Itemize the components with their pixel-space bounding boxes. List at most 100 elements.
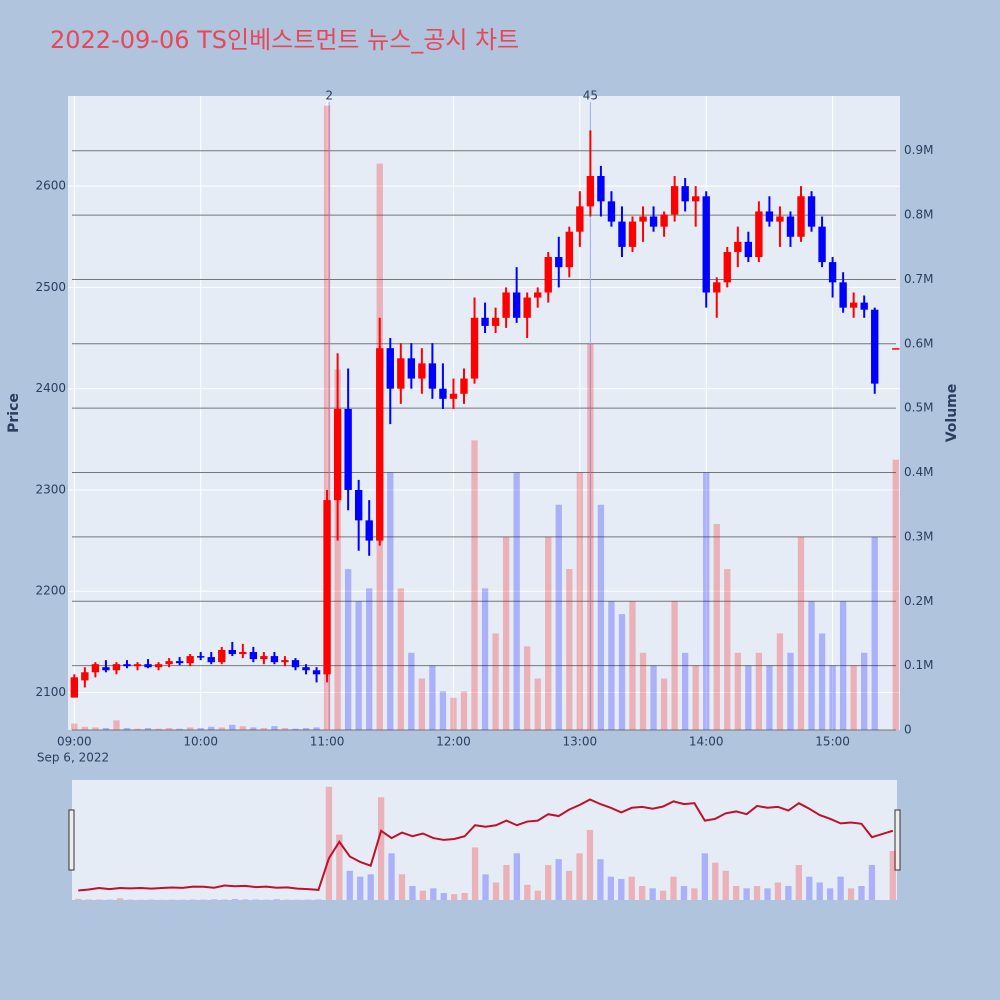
volume-bar <box>639 652 647 730</box>
y2-tick-label: 0.8M <box>904 208 933 222</box>
candle-body <box>323 500 331 675</box>
volume-bar <box>229 724 236 730</box>
y-tick-label: 2400 <box>35 381 66 395</box>
range-handle-left[interactable] <box>68 809 75 871</box>
candle-body <box>860 302 868 310</box>
candle-body <box>91 664 100 673</box>
candle-body <box>333 408 342 501</box>
slider-volume-bar <box>576 853 583 900</box>
annotation-label: 45 <box>583 89 598 103</box>
slider-volume-bar <box>722 870 729 900</box>
volume-bar <box>892 459 899 730</box>
y2-tick-label: 0.7M <box>904 272 933 286</box>
x-date-label: Sep 6, 2022 <box>37 751 109 765</box>
y-tick-label: 2500 <box>35 280 66 294</box>
candle-body <box>618 221 626 247</box>
range-handle-right[interactable] <box>894 809 901 871</box>
chart-title: 2022-09-06 TS인베스트먼트 뉴스_공시 차트 <box>50 26 519 54</box>
slider-volume-bar <box>555 859 562 900</box>
slider-volume-bar <box>712 862 719 900</box>
candle-body <box>239 652 247 655</box>
slider-volume-bar <box>503 864 510 900</box>
slider-volume-bar <box>858 885 865 900</box>
volume-bar <box>292 728 299 730</box>
y2-tick-label: 0 <box>904 723 912 737</box>
candle-body <box>102 667 110 671</box>
candle-body <box>839 282 847 308</box>
volume-bar <box>587 343 594 730</box>
candle-body <box>449 393 458 399</box>
slider-volume-bar <box>388 853 395 900</box>
slider-volume-bar <box>827 888 834 900</box>
slider-volume-bar <box>774 882 782 900</box>
candle-body <box>734 241 742 252</box>
volume-bar <box>144 728 152 730</box>
slider-volume-bar <box>837 876 844 900</box>
candle-body <box>765 211 774 222</box>
volume-bar <box>344 569 352 730</box>
volume-bar <box>165 728 173 730</box>
slider-volume-bar <box>670 876 677 900</box>
slider-volume-bar <box>210 899 218 900</box>
candle-body <box>692 196 700 202</box>
slider-volume-bar <box>628 876 635 900</box>
slider-volume-bar <box>461 892 468 900</box>
volume-bar <box>334 369 341 730</box>
volume-bar <box>481 588 489 730</box>
range-slider[interactable] <box>72 780 897 900</box>
volume-bar <box>439 691 447 730</box>
volume-bar <box>71 723 78 730</box>
volume-bar <box>513 472 520 730</box>
candle-body <box>807 196 816 227</box>
slider-volume-bar <box>273 899 280 900</box>
slider-volume-bar <box>471 847 479 900</box>
candle-body <box>818 226 826 263</box>
volume-bar <box>818 633 826 730</box>
candle-body <box>291 660 300 668</box>
x-tick-label: 14:00 <box>689 735 724 749</box>
x-tick-label: 12:00 <box>436 735 471 749</box>
volume-bar <box>387 472 394 730</box>
volume-bar <box>681 652 689 730</box>
volume-bar <box>81 726 89 730</box>
slider-volume-bar <box>440 892 447 900</box>
volume-bar <box>703 472 710 730</box>
candle-body <box>418 363 426 379</box>
candle-body <box>534 292 542 298</box>
candle-body <box>723 251 731 283</box>
volume-bar <box>492 633 499 730</box>
candle-body <box>228 649 236 655</box>
candle-body <box>523 297 531 318</box>
slider-volume-bar <box>649 888 656 900</box>
candle-body <box>597 176 605 202</box>
candle-body <box>502 292 510 318</box>
candle-body <box>133 664 142 667</box>
candle-body <box>565 231 573 268</box>
y2-tick-label: 0.9M <box>904 143 933 157</box>
slider-volume-bar <box>816 882 823 900</box>
slider-volume-bar <box>419 890 427 900</box>
candle-body <box>702 196 710 293</box>
volume-bar <box>281 728 289 730</box>
volume-bar <box>450 697 457 730</box>
y2-axis-title: Volume <box>944 384 960 443</box>
volume-bar <box>460 691 468 730</box>
y-axis-title: Price <box>6 393 22 433</box>
candle-body <box>144 664 152 668</box>
volume-bar <box>724 569 731 730</box>
volume-bar <box>776 633 784 730</box>
volume-bar <box>808 601 815 730</box>
candle-body <box>470 317 479 379</box>
candle-body <box>197 656 205 658</box>
candle-body <box>428 363 437 389</box>
volume-bar <box>429 665 436 730</box>
candle-body <box>670 186 679 215</box>
volume-bar <box>534 678 541 730</box>
candle-body <box>354 489 363 521</box>
slider-volume-bar <box>242 899 249 900</box>
candle-body <box>365 520 373 541</box>
candle-body <box>628 221 637 247</box>
volume-bar <box>113 720 120 730</box>
volume-bar <box>208 726 215 730</box>
